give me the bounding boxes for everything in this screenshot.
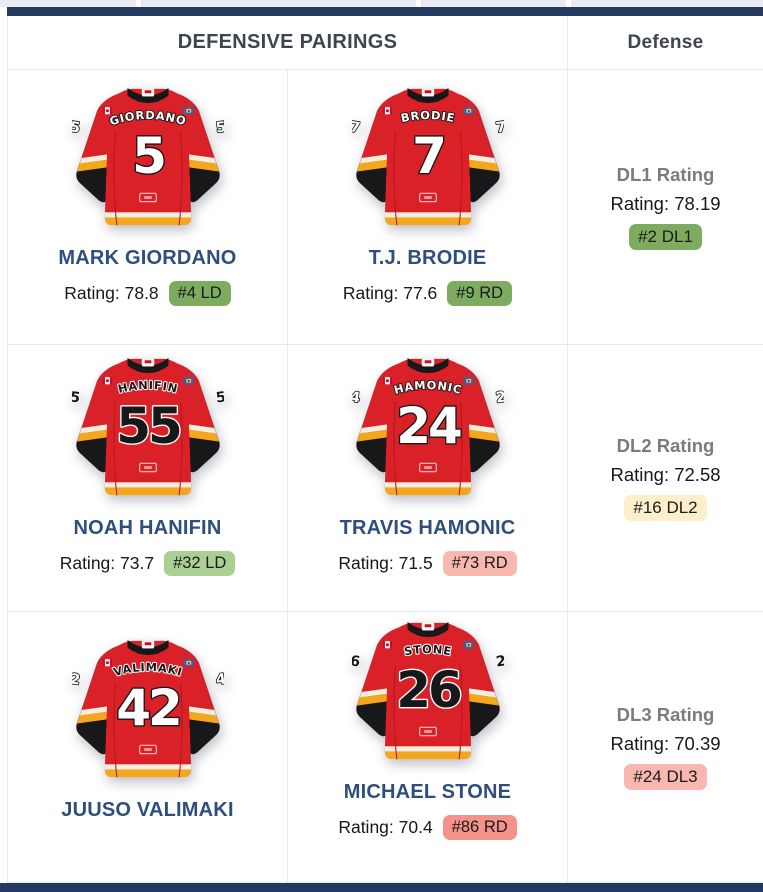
summary-title: DL1 Rating bbox=[616, 164, 715, 185]
sleeve-number-left: 7 bbox=[352, 119, 361, 136]
player-rating-row: Rating: 70.4 #86 RD bbox=[338, 815, 517, 840]
player-name[interactable]: MICHAEL STONE bbox=[343, 781, 512, 803]
jersey-name: HANIFIN bbox=[116, 378, 179, 396]
pairing-summary-dl2: DL2 Rating Rating: 72.58 #16 DL2 bbox=[568, 345, 763, 612]
table-bottom-bar bbox=[0, 883, 763, 892]
sleeve-number-right: 2 bbox=[494, 653, 503, 670]
sleeve-number-left: 4 bbox=[352, 389, 361, 406]
sleeve-number-left: 2 bbox=[72, 671, 81, 688]
sleeve-number-left: 5 bbox=[72, 389, 81, 406]
player-rating-row: Rating: 73.7 #32 LD bbox=[60, 551, 236, 576]
sleeve-number-right: 2 bbox=[494, 389, 503, 406]
player-rating: Rating: 70.4 bbox=[338, 817, 433, 837]
player-cell-stone: 6 2 STONE 26 MICHAEL STONE Rating: 70.4 … bbox=[288, 612, 568, 883]
jersey-name: HAMONIC bbox=[392, 378, 463, 397]
jersey-number: 26 bbox=[396, 661, 461, 719]
sleeve-number-right: 4 bbox=[214, 671, 223, 688]
player-rank-badge: #9 RD bbox=[447, 281, 513, 306]
player-cell-brodie: 7 7 BRODIE 7 T.J. BRODIE Rating: 77.6 #9… bbox=[288, 70, 568, 345]
header-defense: Defense bbox=[568, 16, 763, 70]
column-gap bbox=[136, 0, 141, 7]
player-rating: Rating: 77.6 bbox=[342, 283, 438, 303]
sleeve-number-left: 5 bbox=[72, 119, 81, 136]
player-jersey: 7 7 BRODIE 7 bbox=[351, 88, 504, 232]
sleeve-number-right: 5 bbox=[214, 389, 223, 406]
pairing-summary-dl1: DL1 Rating Rating: 78.19 #2 DL1 bbox=[568, 70, 763, 345]
player-rating-row: Rating: 78.8 #4 LD bbox=[64, 281, 231, 306]
summary-title: DL3 Rating bbox=[616, 704, 715, 725]
player-name[interactable]: TRAVIS HAMONIC bbox=[339, 517, 516, 539]
player-rank-badge: #73 RD bbox=[442, 551, 517, 576]
player-rating: Rating: 78.8 bbox=[64, 283, 159, 303]
jersey-name: GIORDANO bbox=[107, 108, 187, 128]
player-cell-hamonic: 4 2 HAMONIC 24 TRAVIS HAMONIC Rating: 71… bbox=[288, 345, 568, 612]
summary-rating: Rating: 72.58 bbox=[610, 464, 721, 485]
player-rating-row: Rating: 71.5 #73 RD bbox=[338, 551, 517, 576]
summary-title: DL2 Rating bbox=[616, 435, 715, 456]
player-jersey: 5 5 HANIFIN 55 bbox=[71, 358, 224, 502]
column-gap bbox=[566, 0, 571, 7]
summary-rank-badge: #16 DL2 bbox=[624, 495, 707, 521]
summary-rank-badge: #2 DL1 bbox=[629, 224, 702, 250]
summary-rating: Rating: 78.19 bbox=[610, 193, 721, 214]
player-cell-valimaki: 2 4 VALIMAKI 42 JUUSO VALIMAKI bbox=[8, 612, 288, 883]
player-rating: Rating: 71.5 bbox=[338, 553, 433, 573]
player-name[interactable]: T.J. BRODIE bbox=[368, 247, 487, 269]
sleeve-number-left: 6 bbox=[352, 653, 361, 670]
player-rank-badge: #32 LD bbox=[164, 551, 236, 576]
player-cell-hanifin: 5 5 HANIFIN 55 NOAH HANIFIN Rating: 73.7… bbox=[8, 345, 288, 612]
defensive-pairings-table: DEFENSIVE PAIRINGS Defense 5 5 GIORDANO … bbox=[7, 16, 763, 883]
summary-rating: Rating: 70.39 bbox=[610, 733, 721, 754]
player-name[interactable]: NOAH HANIFIN bbox=[73, 517, 222, 539]
summary-rank-badge: #24 DL3 bbox=[624, 764, 707, 790]
jersey-number: 7 bbox=[412, 127, 444, 185]
header-defensive-pairings: DEFENSIVE PAIRINGS bbox=[8, 16, 568, 70]
player-cell-giordano: 5 5 GIORDANO 5 MARK GIORDANO Rating: 78.… bbox=[8, 70, 288, 345]
jersey-name: VALIMAKI bbox=[111, 660, 183, 679]
player-jersey: 6 2 STONE 26 bbox=[351, 622, 504, 766]
player-name[interactable]: JUUSO VALIMAKI bbox=[61, 799, 234, 821]
sleeve-number-right: 5 bbox=[214, 119, 223, 136]
column-gap bbox=[416, 0, 421, 7]
player-name[interactable]: MARK GIORDANO bbox=[58, 247, 237, 269]
player-rating: Rating: 73.7 bbox=[59, 553, 155, 573]
player-jersey: 4 2 HAMONIC 24 bbox=[351, 358, 504, 502]
player-jersey: 2 4 VALIMAKI 42 bbox=[71, 640, 224, 784]
jersey-number: 24 bbox=[396, 397, 461, 455]
player-jersey: 5 5 GIORDANO 5 bbox=[71, 88, 224, 232]
jersey-name: STONE bbox=[402, 642, 452, 658]
table-top-bar bbox=[7, 7, 763, 16]
jersey-number: 55 bbox=[116, 397, 180, 455]
player-rank-badge: #86 RD bbox=[442, 815, 517, 840]
jersey-number: 42 bbox=[116, 679, 180, 737]
upper-table-edge bbox=[0, 0, 763, 7]
player-rating-row: Rating: 77.6 #9 RD bbox=[342, 281, 513, 306]
player-rank-badge: #4 LD bbox=[168, 281, 231, 306]
jersey-number: 5 bbox=[132, 127, 164, 185]
sleeve-number-right: 7 bbox=[494, 119, 503, 136]
pairing-summary-dl3: DL3 Rating Rating: 70.39 #24 DL3 bbox=[568, 612, 763, 883]
